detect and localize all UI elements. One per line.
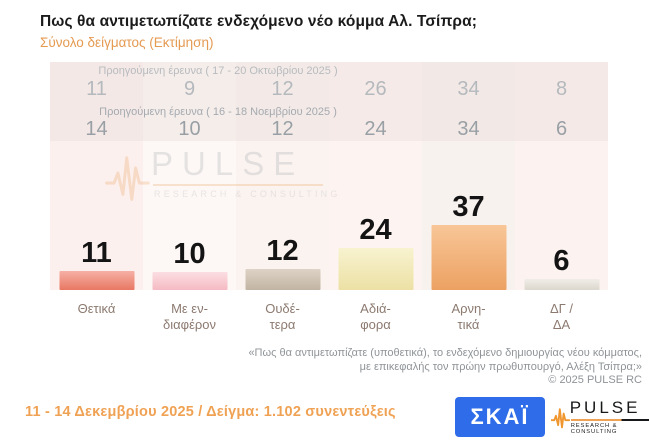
watermark-brand: PULSE	[151, 145, 305, 182]
footnote-line: «Πως θα αντιμετωπίζατε (υποθετικά), το ε…	[248, 347, 642, 359]
bar-group-adiafora: 24	[329, 62, 422, 290]
category-label: ΔΓ / ΔΑ	[549, 301, 574, 332]
skai-logo: ΣΚΑΪ	[455, 397, 545, 437]
pulse-logo-tagline: RESEARCH & CONSULTING	[570, 423, 618, 435]
bar-arnitika	[431, 225, 506, 290]
watermark-tagline: RESEARCH & CONSULTING	[154, 189, 341, 199]
prev2-value: 34	[457, 118, 480, 140]
bar-adiafora	[338, 248, 413, 290]
bar-oudetera	[245, 269, 320, 290]
column-band	[515, 62, 608, 290]
bar-value: 12	[266, 235, 299, 267]
prev1-value: 11	[86, 78, 107, 100]
prev2-value: 12	[271, 118, 294, 140]
heartbeat-icon	[551, 408, 570, 429]
column-band	[143, 62, 236, 290]
prev2-value: 10	[178, 118, 201, 140]
previous-survey-2-label: Προηγούμενη έρευνα ( 16 - 18 Νοεμβρίου 2…	[99, 106, 337, 118]
bars-row: 11 10 12 24 37 6	[50, 62, 608, 290]
bar-value: 24	[359, 214, 392, 246]
skai-logo-text: ΣΚΑΪ	[470, 404, 530, 429]
prev1-value: 26	[364, 78, 387, 100]
question-footnote: «Πως θα αντιμετωπίζατε (υποθετικά), το ε…	[248, 347, 642, 388]
previous-survey-1-label: Προηγούμενη έρευνα ( 17 - 20 Οκτωβρίου 2…	[98, 65, 338, 77]
bar-group-me-endiaferon: 10	[143, 62, 236, 290]
bar-group-arnitika: 37	[422, 62, 515, 290]
bar-value: 37	[452, 191, 485, 223]
bar-chart: Προηγούμενη έρευνα ( 17 - 20 Οκτωβρίου 2…	[50, 62, 608, 290]
prev2-value: 24	[364, 118, 387, 140]
category-label: Αρνη- τικά	[451, 301, 486, 332]
watermark-line	[153, 184, 323, 186]
bar-value: 11	[81, 237, 112, 269]
bar-me-endiaferon	[152, 272, 227, 290]
subtitle: Σύνολο δείγματος (Εκτίμηση)	[40, 35, 214, 50]
copyright: © 2025 PULSE RC	[548, 374, 642, 386]
fieldwork-sample-info: 11 - 14 Δεκεμβρίου 2025 / Δείγμα: 1.102 …	[25, 404, 396, 420]
bar-group-dg-da: 6	[515, 62, 608, 290]
previous-survey-2-values: 14 10 12 24 34 6	[50, 118, 608, 141]
category-labels: Θετικά Με εν- διαφέρον Ουδέ- τερα Αδιά- …	[50, 301, 608, 332]
page-title: Πως θα αντιμετωπίζατε ενδεχόμενο νέο κόμ…	[40, 13, 477, 30]
previous-surveys-band	[50, 62, 608, 141]
previous-survey-1-values: 11 9 12 26 34 8	[50, 78, 608, 101]
prev1-value: 8	[555, 78, 568, 100]
prev2-value: 6	[555, 118, 568, 140]
pulse-logo-line	[570, 419, 649, 421]
category-label: Με εν- διαφέρον	[163, 301, 216, 332]
category-label: Ουδέ- τερα	[265, 301, 300, 332]
pulse-logo: PULSE RESEARCH & CONSULTING	[551, 398, 650, 435]
prev1-value: 34	[457, 78, 480, 100]
category-label: Αδιά- φορα	[360, 301, 391, 332]
category-label: Θετικά	[77, 301, 116, 316]
bar-dg-da	[524, 279, 599, 290]
heartbeat-icon	[105, 156, 150, 201]
bar-group-thetika: 11	[50, 62, 143, 290]
bar-value: 6	[553, 245, 570, 277]
bar-group-oudetera: 12	[236, 62, 329, 290]
column-band	[236, 62, 329, 290]
prev1-value: 9	[183, 78, 196, 100]
bar-value: 10	[173, 238, 206, 270]
pulse-watermark: PULSE RESEARCH & CONSULTING	[105, 146, 341, 202]
column-band	[50, 62, 143, 290]
prev1-value: 12	[271, 78, 294, 100]
footnote-line: με επικεφαλής τον πρώην πρωθυπουργό, Αλέ…	[359, 360, 642, 373]
prev2-value: 14	[85, 118, 108, 140]
pulse-logo-text: PULSE	[569, 398, 641, 417]
bar-thetika	[59, 271, 134, 290]
